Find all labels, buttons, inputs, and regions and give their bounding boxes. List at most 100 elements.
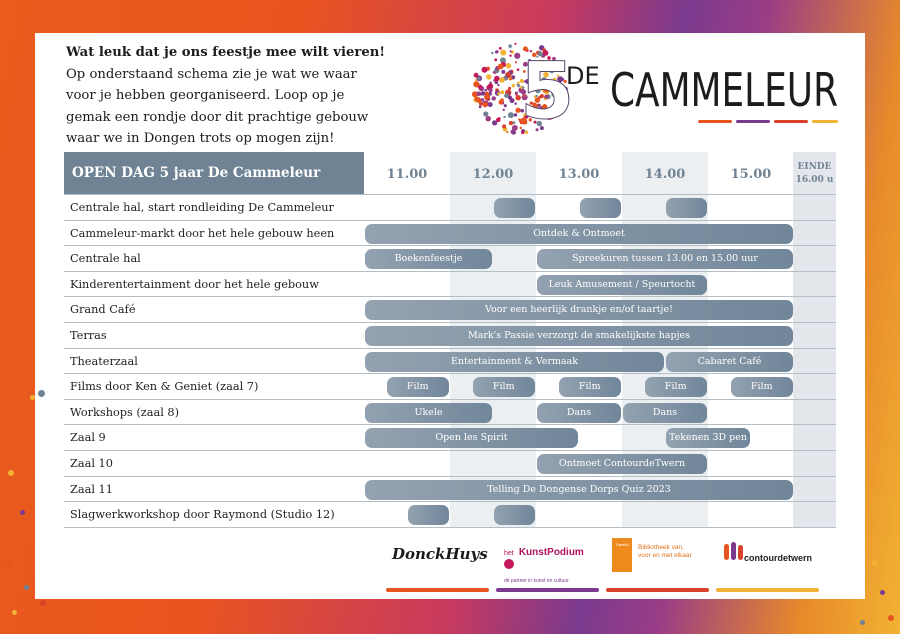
- bottom-stripe-red: [606, 588, 709, 592]
- confetti-dot: [538, 64, 542, 68]
- confetti-dot: [523, 113, 526, 117]
- confetti-dot: [517, 81, 520, 84]
- confetti-dot: [484, 91, 490, 97]
- confetti-dot: [489, 81, 492, 85]
- activity-bar: [580, 198, 621, 218]
- confetti-dot: [474, 78, 478, 82]
- end-time: 16.00 u: [795, 175, 834, 185]
- confetti-dot: [539, 69, 543, 73]
- schedule-header: OPEN DAG 5 jaar De Cammeleur 11.00 12.00 1…: [64, 152, 836, 194]
- confetti-dot: [514, 102, 517, 105]
- confetti-dot: [491, 51, 494, 55]
- activity-bar: [494, 505, 535, 526]
- activity-bar: Film: [730, 377, 793, 398]
- confetti-dot: [482, 101, 488, 108]
- confetti-dot: [549, 67, 555, 74]
- schedule-row: Centrale hal Boekenfeestje Spreekuren tuss…: [64, 246, 836, 272]
- row-label: Theaterzaal: [70, 354, 138, 368]
- confetti-dot: [523, 94, 526, 97]
- confetti-dot: [489, 103, 493, 107]
- kunstpodium-name: KunstPodium: [518, 547, 584, 558]
- confetti-dot: [507, 91, 511, 95]
- row-label: Centrale hal: [70, 252, 141, 266]
- confetti-dot: [552, 56, 556, 61]
- confetti-dot: [486, 74, 492, 80]
- confetti-dot: [520, 108, 525, 113]
- end-band: [793, 152, 836, 527]
- confetti-dot: [557, 76, 564, 83]
- confetti-dot: [505, 63, 512, 69]
- confetti-dot: [481, 91, 486, 96]
- confetti-dot: [24, 585, 29, 590]
- confetti-dot: [506, 75, 509, 78]
- schedule-row: Films door Ken & Geniet (zaal 7) Film Film…: [64, 374, 836, 400]
- confetti-dot: [522, 86, 525, 89]
- time-header: 14.00: [644, 167, 686, 182]
- confetti-dot: [501, 69, 506, 74]
- logo-stripe-purple: [736, 120, 770, 123]
- confetti-dot: [522, 61, 528, 67]
- header-divider: [64, 194, 836, 195]
- confetti-dot: [12, 610, 17, 615]
- confetti-dot: [547, 62, 551, 66]
- row-label: Workshops (zaal 8): [70, 405, 180, 419]
- confetti-dot: [528, 58, 531, 62]
- time-header: 15.00: [730, 167, 772, 182]
- confetti-dot: [514, 52, 521, 59]
- bottom-stripe-yellow: [716, 588, 819, 592]
- confetti-dot: [484, 88, 487, 92]
- confetti-dot: [488, 88, 493, 93]
- confetti-dot: [497, 83, 500, 87]
- logo-name: CAMMELEUR: [610, 63, 838, 117]
- confetti-dot: [509, 50, 512, 53]
- confetti-dot: [542, 104, 548, 110]
- confetti-dot: [494, 58, 498, 62]
- activity-bar: Cabaret Café: [666, 351, 793, 372]
- confetti-dot: [511, 83, 515, 88]
- confetti-dot: [556, 74, 560, 77]
- activity-bar: [408, 505, 449, 526]
- activity-bar: Telling De Dongense Dorps Quiz 2023: [365, 479, 793, 500]
- confetti-dot: [528, 118, 532, 122]
- confetti-dot: [537, 51, 543, 57]
- schedule-row: Zaal 9 Open les Spirit Tekenen 3D pen: [64, 425, 836, 451]
- intro-heading: Wat leuk dat je ons feestje mee wilt vie…: [66, 45, 386, 60]
- confetti-dot: [535, 94, 538, 98]
- confetti-dot: [473, 81, 480, 88]
- activity-bar: Dans: [537, 402, 621, 423]
- confetti-dot: [509, 54, 512, 57]
- end-time-header: EINDE 16.00 u: [793, 152, 836, 194]
- confetti-dot: [497, 63, 504, 70]
- confetti-dot: [534, 97, 541, 103]
- schedule-row: Kinderentertainment door het hele gebouw…: [64, 272, 836, 298]
- time-header: 11.00: [386, 167, 428, 182]
- confetti-dot: [516, 68, 520, 71]
- confetti-dot: [512, 121, 516, 125]
- confetti-dot: [494, 80, 499, 85]
- confetti-dot: [515, 107, 521, 113]
- confetti-dot: [38, 390, 45, 397]
- confetti-dot: [508, 120, 514, 126]
- confetti-dot: [539, 126, 544, 131]
- confetti-dot: [535, 88, 541, 94]
- confetti-dot: [524, 130, 529, 135]
- confetti-dot: [494, 75, 500, 82]
- confetti-dot: [487, 83, 494, 89]
- confetti-dot: [511, 130, 516, 135]
- confetti-dot: [473, 72, 479, 78]
- confetti-dot: [478, 105, 482, 109]
- row-label: Slagwerkworkshop door Raymond (Studio 12…: [70, 508, 335, 522]
- confetti-dot: [492, 71, 495, 74]
- logo-number: 5: [520, 47, 574, 137]
- confetti-dot: [880, 590, 885, 595]
- confetti-dot: [546, 83, 554, 90]
- confetti-dot: [556, 95, 563, 103]
- confetti-dot: [528, 110, 531, 113]
- confetti-dot: [505, 71, 512, 78]
- confetti-dot: [504, 93, 509, 98]
- bibliotheek-tagline: Bibliotheek van, voor en met elkaar: [638, 544, 692, 559]
- confetti-dot: [543, 71, 549, 78]
- activity-bar: Tekenen 3D pen: [666, 428, 750, 449]
- confetti-dot: [40, 600, 46, 606]
- row-label: Grand Café: [70, 303, 136, 317]
